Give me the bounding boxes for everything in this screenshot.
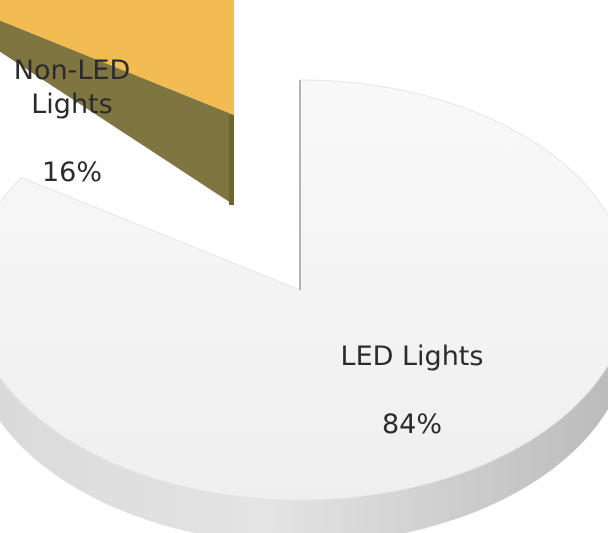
slice-non-led-lights-edge (229, 115, 234, 205)
slice-non-led-lights-side (0, 20, 234, 205)
slice-name-non-led-lights: Non-LED Lights (13, 55, 131, 120)
slice-led-lights (0, 79, 608, 501)
slice-label-non-led-lights: Non-LED Lights 16% (0, 20, 152, 224)
slice-led-lights-side (0, 365, 608, 533)
slice-non-led-lights (0, 0, 234, 115)
slice-label-led-lights: LED Lights 84% (312, 306, 512, 476)
slice-percent-non-led-lights: 16% (41, 157, 102, 188)
slice-name-led-lights: LED Lights (340, 341, 484, 372)
slice-percent-led-lights: 84% (381, 409, 442, 440)
